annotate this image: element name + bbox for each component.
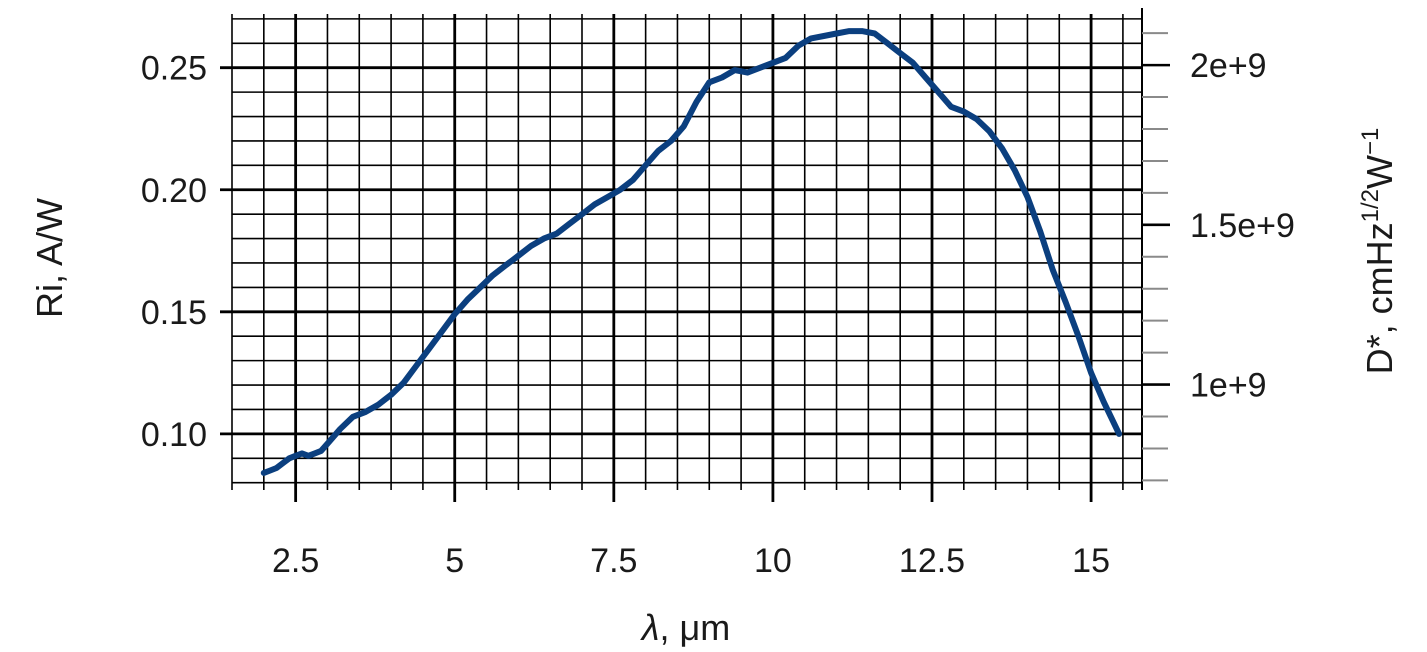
x-axis-label-symbol: λ	[640, 607, 660, 648]
y2-tick-label: 1e+9	[1190, 367, 1267, 405]
x-tick-label: 2.5	[272, 542, 319, 580]
y2-axis-label-base: D*, cmHz	[1359, 222, 1400, 374]
x-tick-label: 5	[445, 542, 464, 580]
series-layer	[260, 28, 1123, 476]
y2-axis-label-mid: W	[1359, 155, 1400, 189]
y-tick-label: 0.25	[141, 50, 207, 88]
y2-tick-label: 1.5e+9	[1190, 207, 1295, 245]
series-line	[260, 28, 1123, 476]
x-axis-label-text: , μm	[659, 607, 730, 648]
y2-axis-label: D*, cmHz1/2W−1	[1357, 128, 1400, 375]
x-axis-label: λ, μm	[640, 607, 730, 648]
right-axis	[1141, 8, 1170, 490]
y-tick-label: 0.20	[141, 172, 207, 210]
y-tick-label: 0.10	[141, 416, 207, 454]
x-tick-label: 7.5	[590, 542, 637, 580]
tick-labels: 2.5 5 7.5 10 12.5 15 0.10 0.15 0.20 0.25 1e+9 1.5e+…	[141, 47, 1295, 580]
minor-grid	[231, 14, 1142, 490]
x-tick-label: 10	[754, 542, 792, 580]
x-tick-label: 15	[1072, 542, 1110, 580]
y-axis-label: Ri, A/W	[29, 198, 70, 318]
x-tick-label: 12.5	[899, 542, 965, 580]
major-grid	[220, 14, 1142, 502]
y2-axis-label-exp1: 1/2	[1357, 189, 1384, 222]
y2-tick-label: 2e+9	[1190, 47, 1267, 85]
y2-axis-label-exp2: −1	[1357, 128, 1384, 155]
y-tick-label: 0.15	[141, 294, 207, 332]
